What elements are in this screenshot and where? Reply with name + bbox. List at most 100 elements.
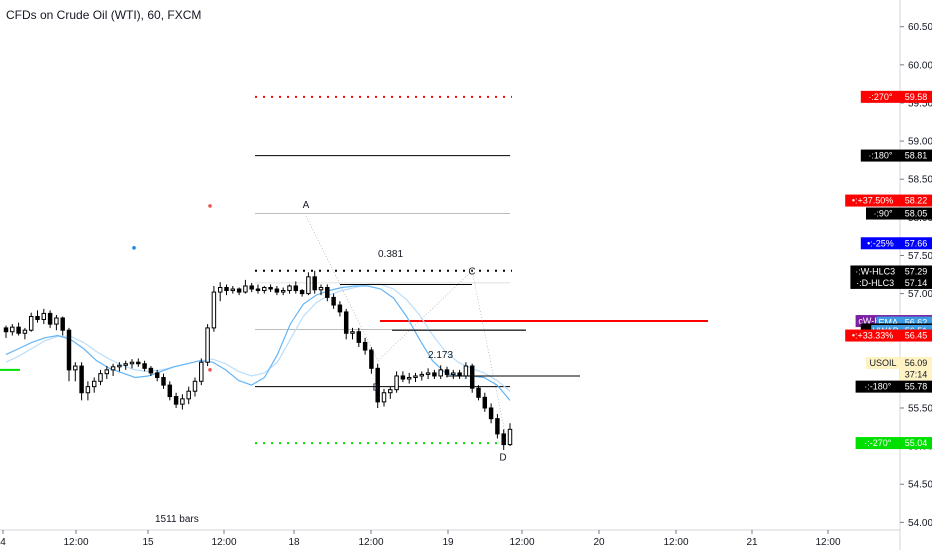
- candle[interactable]: [211, 285, 217, 332]
- candle[interactable]: [123, 360, 128, 370]
- candle[interactable]: [268, 284, 273, 293]
- price-badge-value-bg: [900, 194, 932, 207]
- candle[interactable]: [136, 358, 141, 367]
- candle[interactable]: [507, 423, 513, 447]
- candle[interactable]: [488, 403, 494, 424]
- time-axis[interactable]: 4 12:00 15 12:00 18 12:00 19 12:00 20 12:00 21 12:0…: [0, 529, 900, 548]
- candle[interactable]: [469, 363, 475, 393]
- candle-body: [10, 326, 15, 333]
- candle[interactable]: [331, 293, 336, 309]
- candle[interactable]: [343, 308, 349, 340]
- x-tick-label: 12:00: [815, 537, 840, 548]
- candle[interactable]: [54, 314, 59, 331]
- marker-dot: [132, 246, 136, 250]
- price-badge-value: 55.04: [905, 438, 928, 448]
- candle[interactable]: [356, 327, 362, 347]
- candle[interactable]: [173, 392, 179, 408]
- candle[interactable]: [419, 371, 425, 381]
- candle[interactable]: [230, 285, 236, 294]
- candle[interactable]: [73, 362, 78, 382]
- candle[interactable]: [249, 282, 254, 293]
- candle[interactable]: [217, 282, 223, 302]
- candle[interactable]: [47, 310, 53, 328]
- candle[interactable]: [199, 358, 204, 386]
- candle[interactable]: [413, 372, 418, 383]
- candle[interactable]: [406, 372, 412, 384]
- candle[interactable]: [425, 368, 431, 380]
- candle[interactable]: [98, 369, 103, 386]
- candle[interactable]: [394, 371, 399, 393]
- candle[interactable]: [375, 363, 380, 408]
- candle[interactable]: [350, 327, 355, 340]
- candle[interactable]: [388, 386, 393, 399]
- candle[interactable]: [205, 324, 210, 367]
- candle-body: [482, 396, 488, 409]
- candle[interactable]: [457, 369, 462, 380]
- candle[interactable]: [438, 365, 443, 380]
- candle[interactable]: [154, 369, 160, 382]
- candle[interactable]: [362, 337, 368, 355]
- candle[interactable]: [60, 316, 65, 336]
- candle[interactable]: [117, 362, 122, 372]
- candle[interactable]: [236, 287, 242, 296]
- candle[interactable]: [495, 414, 500, 439]
- candle[interactable]: [85, 381, 91, 401]
- candle[interactable]: [432, 369, 437, 380]
- candle[interactable]: [262, 285, 267, 294]
- candle[interactable]: [451, 369, 456, 380]
- candle[interactable]: [91, 377, 97, 393]
- candle[interactable]: [312, 270, 317, 294]
- candle-body: [142, 363, 147, 369]
- candle[interactable]: [3, 325, 9, 338]
- candle[interactable]: [224, 284, 229, 296]
- candle[interactable]: [400, 371, 406, 383]
- candle[interactable]: [501, 429, 506, 450]
- candle[interactable]: [369, 346, 374, 374]
- candle-body: [243, 285, 248, 293]
- candle[interactable]: [325, 284, 330, 302]
- candle[interactable]: [161, 373, 166, 389]
- candle[interactable]: [381, 388, 387, 407]
- candle[interactable]: [255, 284, 261, 294]
- candle[interactable]: [318, 284, 324, 296]
- candle[interactable]: [476, 385, 481, 401]
- plot-area[interactable]: A B C D 0.381 2.173: [0, 95, 708, 464]
- candle[interactable]: [22, 327, 28, 340]
- candle[interactable]: [104, 366, 110, 380]
- candle-body: [268, 286, 273, 290]
- candle[interactable]: [110, 363, 116, 376]
- candle-body: [47, 312, 53, 325]
- candle[interactable]: [79, 362, 84, 401]
- candle[interactable]: [16, 322, 21, 336]
- candle[interactable]: [10, 324, 15, 336]
- candle-body: [136, 361, 141, 365]
- candle[interactable]: [66, 327, 72, 382]
- price-badge-value-bg: [900, 265, 932, 278]
- candle[interactable]: [280, 287, 286, 296]
- price-badge-value: 56.62: [905, 318, 928, 328]
- candle[interactable]: [129, 359, 135, 369]
- price-badge-value: 58.22: [905, 196, 928, 206]
- price-badges: ·:270° 59.58·:180° 58.81•:+37.50% 58.22·:90…: [845, 90, 932, 450]
- candle[interactable]: [274, 285, 280, 296]
- candle[interactable]: [287, 284, 292, 294]
- candle[interactable]: [299, 289, 305, 297]
- candle[interactable]: [243, 279, 248, 294]
- candle[interactable]: [482, 392, 488, 412]
- candle[interactable]: [142, 360, 147, 372]
- candle[interactable]: [167, 381, 173, 401]
- x-tick-label: 12:00: [63, 537, 88, 548]
- price-badge-label: ·:W-HLC3: [855, 266, 895, 276]
- candle[interactable]: [148, 366, 154, 376]
- candle[interactable]: [192, 377, 198, 397]
- candle[interactable]: [41, 308, 47, 325]
- candle[interactable]: [35, 310, 40, 323]
- candle[interactable]: [293, 281, 299, 294]
- candle[interactable]: [337, 301, 343, 317]
- candle[interactable]: [180, 394, 185, 410]
- candle[interactable]: [306, 272, 311, 296]
- candle-body: [463, 365, 469, 377]
- candle[interactable]: [28, 312, 34, 332]
- candle[interactable]: [186, 386, 191, 405]
